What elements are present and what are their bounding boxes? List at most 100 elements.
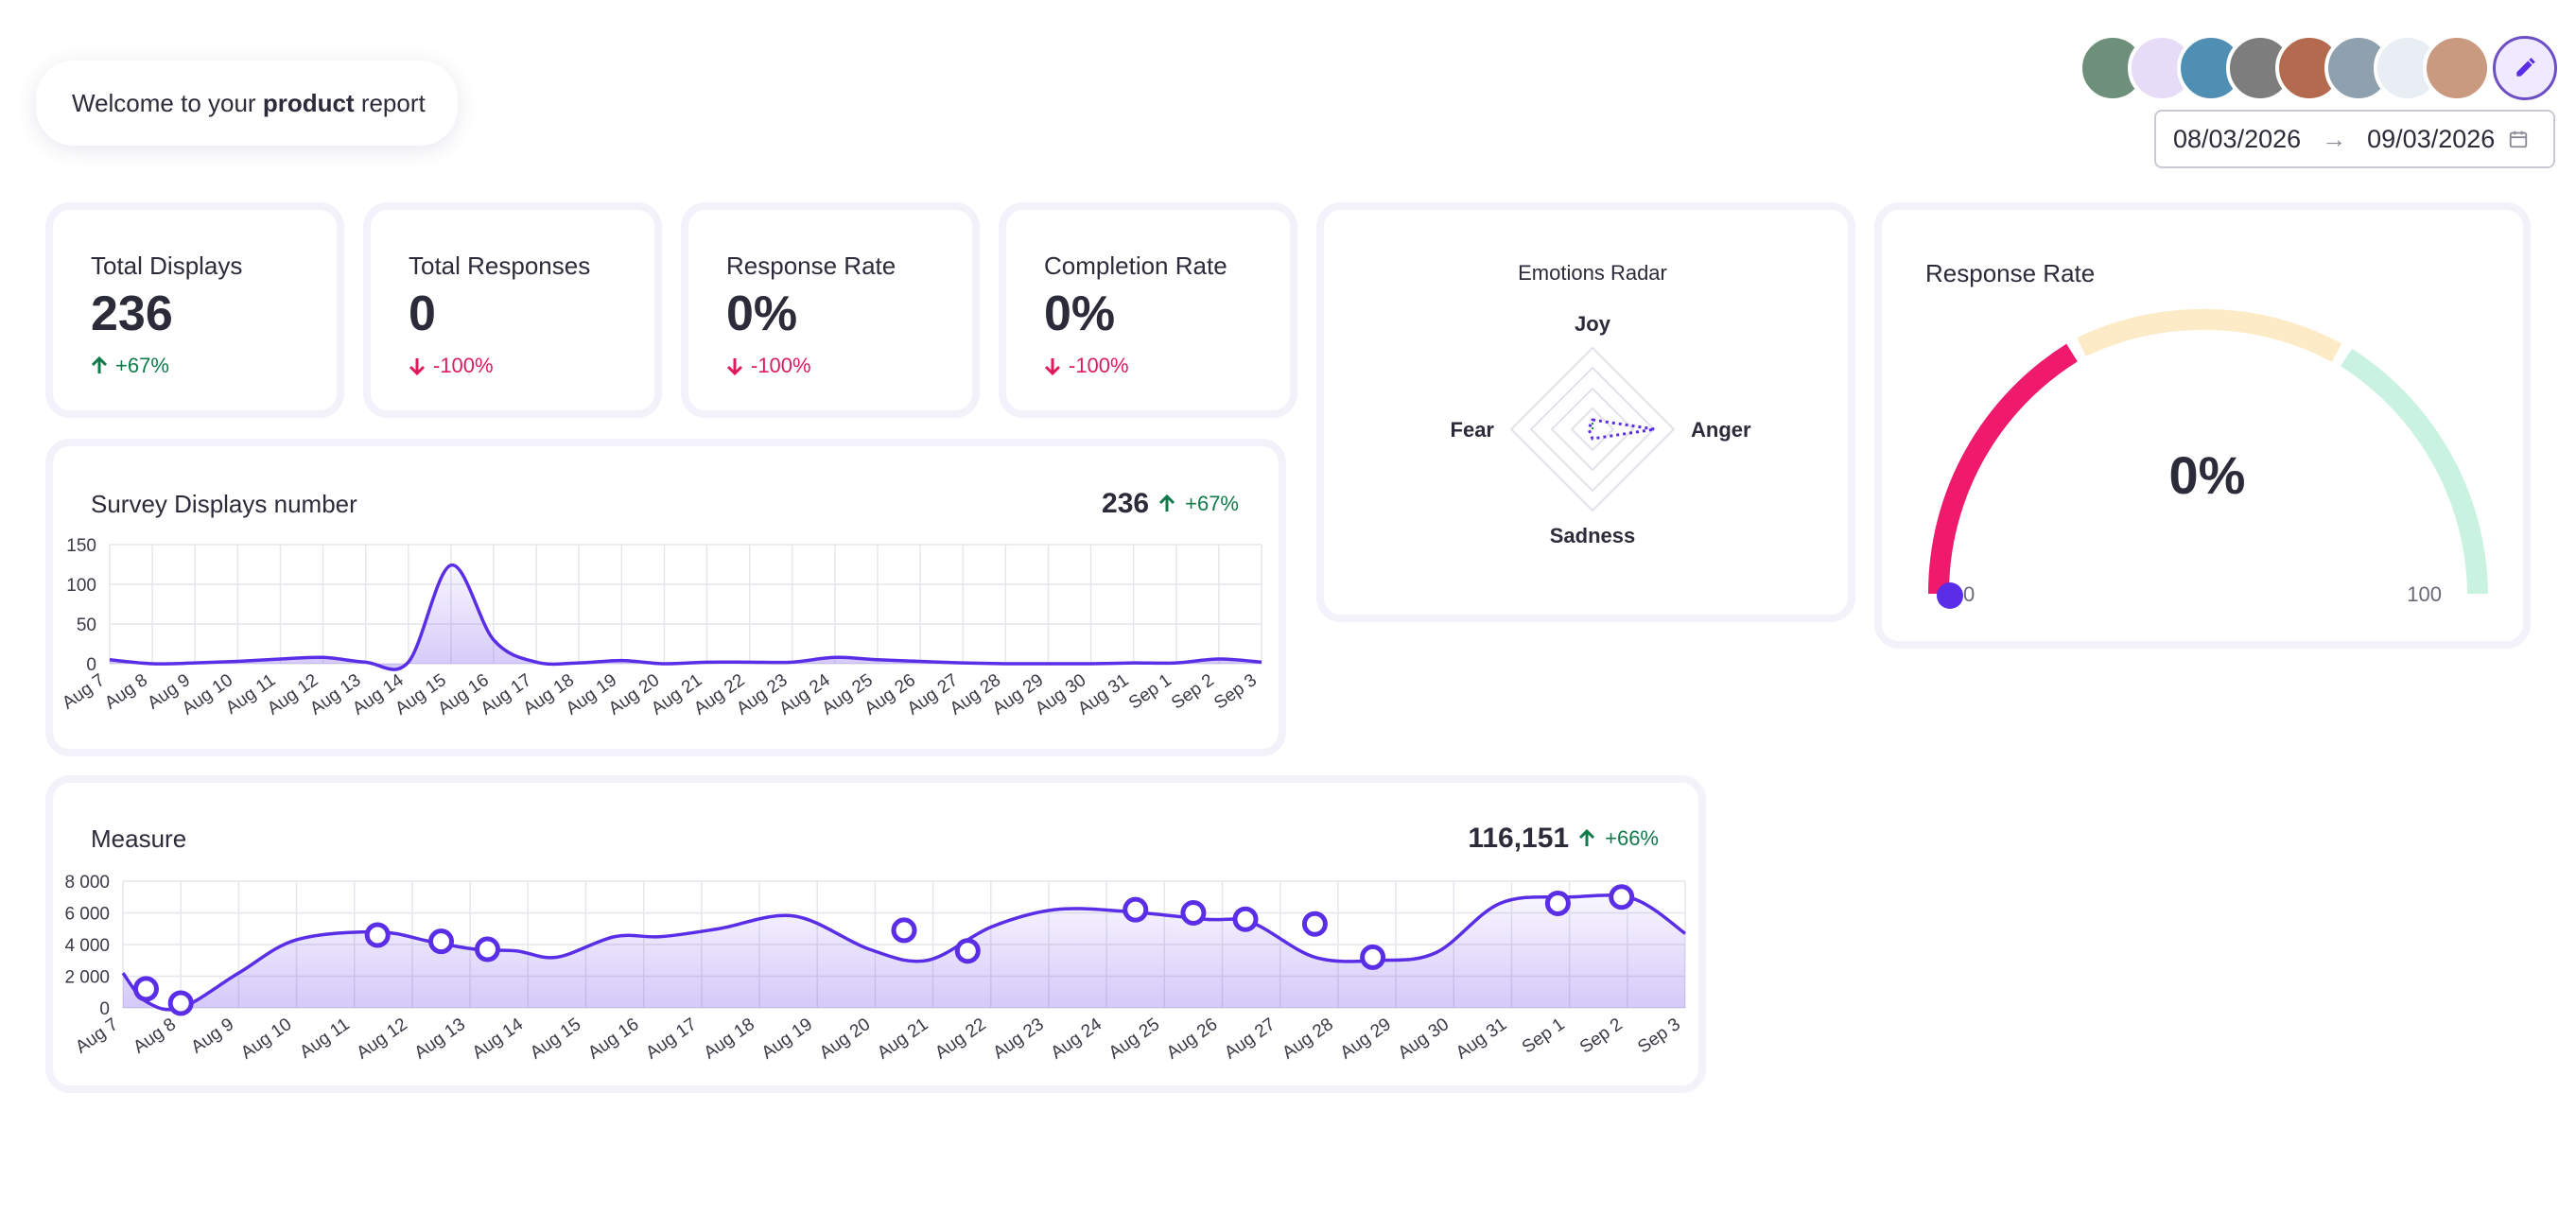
series-point[interactable] (167, 990, 194, 1016)
measure-title: Measure (91, 824, 187, 853)
series-point[interactable] (1180, 900, 1207, 926)
series-point[interactable] (1360, 944, 1386, 970)
radar-axis-fear: Fear (1451, 418, 1495, 442)
x-tick-label: Aug 11 (296, 1015, 353, 1063)
gauge-band-high (2341, 348, 2488, 595)
x-tick-label: Aug 26 (1163, 1015, 1221, 1064)
x-tick-label: Aug 20 (816, 1015, 874, 1064)
y-tick-label: 2 000 (64, 968, 110, 988)
displays-delta: +67% (1185, 492, 1239, 515)
measure-total: 116,151 +66% (1468, 823, 1659, 855)
kpi-value: 0% (726, 286, 798, 341)
arrow-down-icon (409, 358, 426, 375)
series-point[interactable] (132, 976, 159, 1002)
y-tick-label: 6 000 (64, 905, 110, 925)
x-tick-label: Sep 2 (1576, 1015, 1627, 1058)
x-tick-label: Aug 13 (411, 1015, 469, 1064)
x-tick-label: Sep 3 (1634, 1015, 1684, 1058)
pencil-icon (2516, 58, 2535, 77)
measure-total-value: 116,151 (1468, 823, 1570, 854)
x-tick-label: Aug 7 (59, 670, 109, 714)
kpi-delta-text: +67% (115, 354, 169, 377)
x-tick-label: Aug 19 (758, 1015, 816, 1064)
x-tick-label: Aug 8 (101, 670, 151, 714)
series-point[interactable] (1301, 910, 1328, 937)
series-point[interactable] (1123, 896, 1149, 923)
x-tick-label: Aug 9 (188, 1015, 238, 1058)
series-line (109, 564, 1262, 671)
series-point[interactable] (474, 936, 500, 963)
displays-title: Survey Displays number (91, 490, 357, 518)
x-tick-label: Aug 7 (72, 1015, 122, 1058)
welcome-banner: Welcome to your product report (36, 61, 458, 146)
y-tick-label: 100 (66, 576, 96, 596)
series-point[interactable] (1232, 906, 1259, 932)
kpi-title: Total Responses (409, 251, 591, 280)
displays-total-value: 236 (1102, 488, 1150, 519)
x-tick-label: Aug 28 (1279, 1015, 1336, 1064)
kpi-delta: +67% (91, 354, 169, 378)
date-range-picker[interactable]: 08/03/2026 → 09/03/2026 (2154, 110, 2555, 168)
measure-delta: +66% (1605, 826, 1659, 850)
x-tick-label: Sep 3 (1210, 670, 1261, 714)
x-tick-label: Aug 8 (130, 1015, 180, 1058)
y-tick-label: 50 (77, 616, 96, 635)
x-tick-label: Aug 10 (237, 1015, 295, 1064)
series-point[interactable] (1609, 884, 1635, 910)
kpi-title: Response Rate (726, 251, 896, 280)
series-area (123, 894, 1685, 1010)
series-point[interactable] (1544, 890, 1571, 916)
kpi-delta-text: -100% (751, 354, 811, 377)
avatar-8[interactable] (2423, 34, 2491, 102)
x-tick-label: Aug 30 (1395, 1015, 1453, 1064)
x-tick-label: Aug 24 (1048, 1015, 1106, 1064)
y-tick-label: 0 (99, 999, 110, 1019)
gauge-value: 0% (2169, 445, 2246, 505)
kpi-title: Completion Rate (1044, 251, 1227, 280)
date-from: 08/03/2026 (2173, 124, 2302, 153)
arrow-up-icon (91, 356, 108, 373)
series-point[interactable] (428, 928, 455, 955)
y-tick-label: 150 (66, 536, 96, 556)
x-tick-label: Aug 31 (1453, 1015, 1510, 1064)
welcome-prefix: Welcome to your (72, 89, 263, 117)
gauge-title: Response Rate (1925, 259, 2096, 287)
x-tick-label: Aug 14 (469, 1015, 528, 1064)
gauge-needle-dot (1937, 582, 1963, 609)
series-point[interactable] (364, 922, 391, 948)
emotions-radar-card: Emotions Radar Joy Anger Sadness Fear (1316, 202, 1855, 622)
kpi-card-total-displays: Total Displays 236 +67% (45, 202, 344, 418)
arrow-down-icon (726, 358, 743, 375)
emotions-radar-chart: Emotions Radar Joy Anger Sadness Fear (1451, 261, 1751, 547)
survey-displays-card: Survey Displays number 236 +67% 0 50 100 15… (45, 439, 1286, 756)
welcome-suffix: report (354, 89, 426, 117)
gauge-band-low (1927, 343, 2078, 595)
x-tick-label: Aug 27 (1221, 1015, 1279, 1064)
kpi-value: 236 (91, 286, 173, 341)
gauge-min-label: 0 (1963, 582, 1975, 606)
x-tick-label: Aug 25 (1105, 1015, 1163, 1064)
y-tick-label: 8 000 (64, 873, 110, 893)
series-area (110, 564, 1262, 670)
kpi-title: Total Displays (91, 251, 243, 280)
measure-card: Measure 116,151 +66% 0 2 000 4 000 6 000 8 0… (45, 775, 1706, 1093)
kpi-delta: -100% (1044, 354, 1129, 378)
x-tick-label: Aug 15 (527, 1015, 584, 1064)
gauge-max-label: 100 (2407, 582, 2442, 606)
edit-button[interactable] (2493, 36, 2557, 100)
x-tick-label: Sep 1 (1519, 1015, 1569, 1058)
date-to: 09/03/2026 (2367, 124, 2496, 153)
x-tick-label: Aug 29 (1337, 1015, 1395, 1064)
x-tick-label: Aug 17 (642, 1015, 700, 1064)
welcome-product: product (262, 89, 355, 117)
calendar-icon (2510, 130, 2528, 148)
arrow-down-icon (1044, 358, 1061, 375)
kpi-delta-text: -100% (1069, 354, 1129, 377)
kpi-card-total-responses: Total Responses 0 -100% (363, 202, 662, 418)
response-rate-gauge-card: Response Rate 0% 0 100 (1874, 202, 2531, 649)
radar-axis-sadness: Sadness (1550, 524, 1636, 547)
series-point[interactable] (891, 917, 917, 944)
series-point[interactable] (954, 938, 981, 964)
